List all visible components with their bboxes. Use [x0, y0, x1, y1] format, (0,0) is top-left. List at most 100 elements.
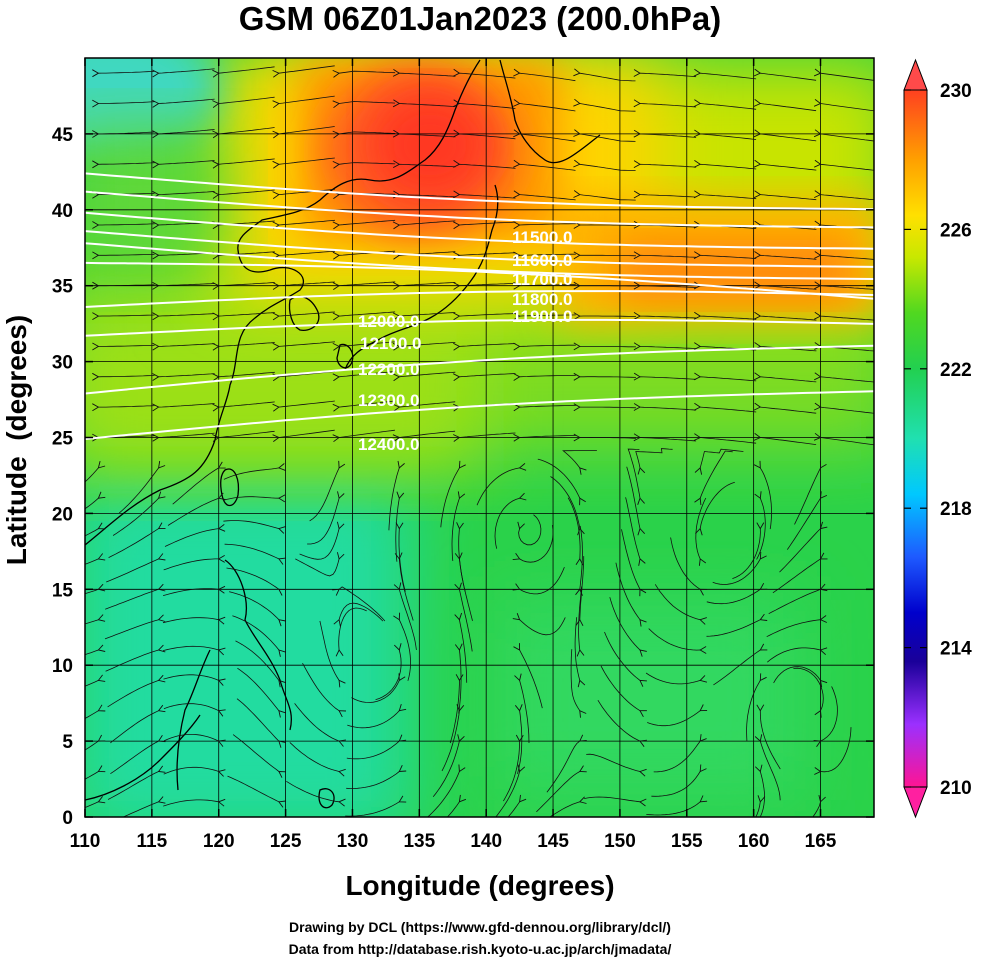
streamline-arrow: [699, 795, 708, 803]
streamline: [224, 543, 280, 560]
streamline-arrow: [573, 159, 581, 168]
streamline-arrow: [212, 403, 220, 412]
streamline: [163, 766, 219, 775]
streamline-arrow: [152, 403, 160, 412]
streamline-arrow: [693, 433, 702, 441]
streamline-arrow: [693, 68, 702, 77]
streamline: [427, 771, 460, 817]
height-contour: [85, 261, 874, 300]
height-contour: [85, 318, 874, 337]
streamline: [338, 586, 386, 622]
colorbar-tick-label: 218: [940, 499, 972, 520]
streamline-arrow: [693, 190, 702, 199]
streamline-arrow: [639, 739, 647, 747]
streamline-arrow: [457, 491, 466, 500]
streamline-arrow: [694, 467, 703, 475]
streamline-arrow: [813, 68, 822, 77]
streamline: [459, 163, 516, 169]
streamline-arrow: [217, 709, 226, 717]
streamline-arrow: [633, 342, 641, 351]
streamline-arrow: [756, 522, 765, 530]
streamline: [399, 312, 456, 317]
streamline: [98, 162, 155, 165]
streamline: [339, 162, 396, 165]
streamline-arrow: [573, 129, 581, 137]
streamline: [570, 649, 581, 711]
streamline-arrow: [393, 643, 402, 651]
streamline-arrow: [272, 434, 280, 442]
streamline-arrow: [759, 582, 768, 590]
streamline-arrow: [392, 221, 401, 230]
streamline-arrow: [333, 618, 341, 627]
height-contour: [85, 211, 874, 250]
streamline: [222, 496, 279, 501]
colorbar-ticks: 210 214 218 222 226 230: [904, 81, 972, 799]
streamline-arrow: [392, 403, 401, 412]
streamline-arrow: [814, 767, 822, 775]
contour-labels: 11500.0 11600.0 11700.0 11800.0 11900.0 …: [358, 228, 573, 454]
streamline: [451, 498, 460, 561]
streamline: [820, 194, 874, 201]
streamline-arrow: [152, 433, 160, 442]
streamline-arrow: [97, 734, 106, 742]
streamline-arrow: [92, 221, 100, 229]
streamline-arrow: [453, 312, 461, 321]
streamline: [278, 95, 335, 104]
streamline-arrow: [693, 99, 702, 108]
streamline-arrow: [97, 491, 106, 499]
plot-area: 11500.0 11600.0 11700.0 11800.0 11900.0 …: [85, 58, 874, 817]
streamline-arrow: [813, 739, 822, 748]
x-axis: 110 115 120 125 130 135 140 145 150 155 160 165: [70, 58, 837, 852]
streamline: [307, 498, 340, 545]
contour-label: 12100.0: [360, 334, 421, 353]
height-contour: [85, 242, 874, 280]
streamline-arrow: [332, 221, 340, 230]
streamline: [346, 740, 400, 760]
streamline-arrow: [693, 342, 702, 350]
streamline: [459, 373, 516, 378]
streamline: [339, 429, 395, 438]
streamline-arrow: [633, 69, 641, 77]
streamline-arrow: [699, 617, 707, 625]
streamline: [695, 497, 707, 560]
y-tick-label: 45: [52, 125, 74, 146]
streamline: [760, 406, 817, 414]
streamline: [172, 467, 219, 505]
streamline: [226, 567, 280, 590]
streamline: [772, 558, 821, 594]
streamline: [218, 96, 275, 104]
streamline: [441, 710, 460, 772]
streamline-arrow: [452, 99, 461, 108]
streamline-arrow: [819, 679, 828, 688]
streamline: [85, 710, 99, 719]
streamline-arrow: [336, 521, 345, 530]
colorbar-bottom-arrow: [903, 786, 928, 819]
streamline-arrow: [92, 281, 100, 290]
streamline-arrow: [393, 582, 402, 591]
streamline-arrow: [453, 221, 461, 230]
streamline: [646, 801, 701, 816]
streamline-arrow: [637, 527, 646, 536]
streamline: [162, 617, 219, 624]
streamline-arrow: [212, 160, 220, 169]
streamline: [163, 674, 219, 681]
streamline: [223, 467, 279, 480]
height-contour: [85, 230, 874, 268]
streamline-arrow: [455, 674, 464, 682]
streamline-arrow: [152, 99, 160, 108]
streamline: [158, 283, 215, 287]
contour-label: 12200.0: [358, 360, 419, 379]
streamline-arrow: [514, 704, 523, 712]
streamline-arrow: [337, 491, 345, 500]
streamline: [278, 281, 336, 287]
streamline: [278, 65, 335, 74]
streamline: [519, 253, 576, 256]
streamline: [759, 771, 765, 817]
streamline-arrow: [338, 798, 346, 807]
streamline-arrow: [693, 402, 702, 411]
streamline-arrow: [753, 129, 762, 138]
streamline-arrow: [97, 644, 106, 652]
streamline-arrow: [157, 553, 166, 561]
streamline: [399, 133, 456, 138]
streamline-arrow: [573, 190, 581, 198]
